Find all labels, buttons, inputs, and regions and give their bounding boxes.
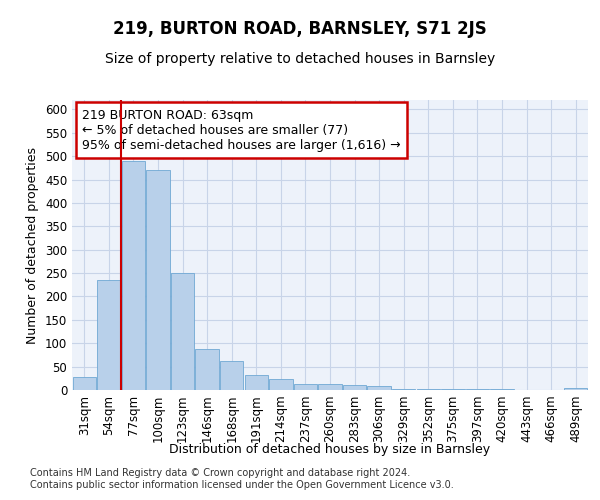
Bar	[97, 280, 121, 390]
Bar	[122, 161, 145, 390]
Text: Size of property relative to detached houses in Barnsley: Size of property relative to detached ho…	[105, 52, 495, 66]
Bar	[466, 389, 489, 390]
Bar	[564, 388, 587, 390]
Bar	[441, 389, 464, 390]
Bar	[171, 273, 194, 390]
Bar	[319, 384, 341, 390]
Bar	[245, 374, 268, 390]
Bar	[294, 384, 317, 390]
Bar	[343, 386, 366, 390]
Bar	[220, 360, 244, 390]
Text: Contains HM Land Registry data © Crown copyright and database right 2024.
Contai: Contains HM Land Registry data © Crown c…	[30, 468, 454, 490]
Bar	[392, 389, 415, 390]
Bar	[269, 379, 293, 390]
Text: Distribution of detached houses by size in Barnsley: Distribution of detached houses by size …	[169, 442, 491, 456]
Bar	[73, 378, 96, 390]
Y-axis label: Number of detached properties: Number of detached properties	[26, 146, 40, 344]
Bar	[490, 389, 514, 390]
Text: 219, BURTON ROAD, BARNSLEY, S71 2JS: 219, BURTON ROAD, BARNSLEY, S71 2JS	[113, 20, 487, 38]
Bar	[367, 386, 391, 390]
Bar	[416, 389, 440, 390]
Bar	[146, 170, 170, 390]
Bar	[196, 349, 219, 390]
Text: 219 BURTON ROAD: 63sqm
← 5% of detached houses are smaller (77)
95% of semi-deta: 219 BURTON ROAD: 63sqm ← 5% of detached …	[82, 108, 401, 152]
